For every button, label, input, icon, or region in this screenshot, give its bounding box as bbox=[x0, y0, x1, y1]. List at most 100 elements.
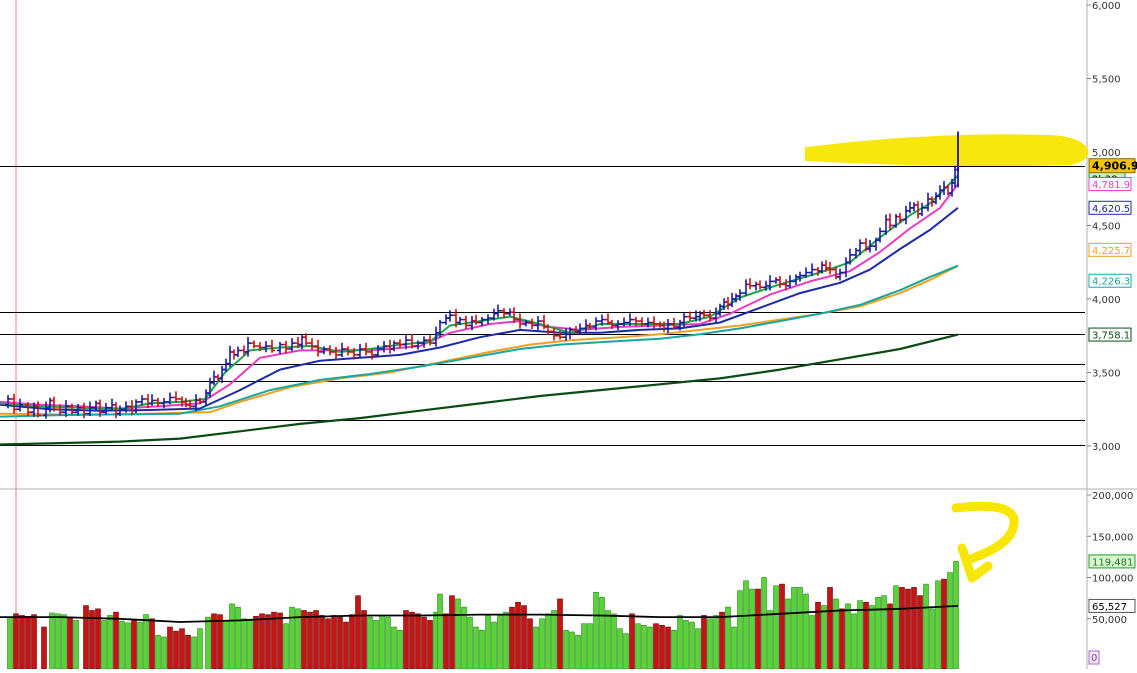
volume-bar[interactable] bbox=[391, 626, 397, 670]
volume-bar[interactable] bbox=[307, 611, 313, 670]
volume-bar[interactable] bbox=[641, 625, 647, 670]
volume-bar[interactable] bbox=[929, 608, 935, 670]
volume-bar[interactable] bbox=[101, 620, 107, 670]
volume-bar[interactable] bbox=[83, 605, 89, 670]
volume-bar[interactable] bbox=[863, 601, 869, 670]
volume-bar[interactable] bbox=[191, 636, 197, 670]
volume-bar[interactable] bbox=[277, 612, 283, 670]
volume-bar[interactable] bbox=[761, 577, 767, 670]
volume-bar[interactable] bbox=[259, 613, 265, 670]
volume-bar[interactable] bbox=[545, 613, 551, 670]
volume-bar[interactable] bbox=[137, 621, 143, 670]
volume-bar[interactable] bbox=[397, 629, 403, 670]
volume-bar[interactable] bbox=[653, 623, 659, 670]
volume-bar[interactable] bbox=[409, 611, 415, 670]
volume-bar[interactable] bbox=[211, 613, 217, 670]
volume-bar[interactable] bbox=[7, 616, 13, 670]
volume-bar[interactable] bbox=[755, 588, 761, 670]
volume-bar[interactable] bbox=[953, 561, 959, 670]
volume-bar[interactable] bbox=[185, 634, 191, 670]
volume-bar[interactable] bbox=[899, 587, 905, 670]
volume-bar[interactable] bbox=[41, 626, 47, 670]
volume-bar[interactable] bbox=[373, 620, 379, 670]
volume-bar[interactable] bbox=[427, 620, 433, 670]
volume-bar[interactable] bbox=[301, 610, 307, 670]
volume-bar[interactable] bbox=[415, 613, 421, 670]
volume-bar[interactable] bbox=[821, 605, 827, 670]
volume-bar[interactable] bbox=[167, 626, 173, 670]
volume-bar[interactable] bbox=[911, 587, 917, 670]
volume-bar[interactable] bbox=[385, 616, 391, 670]
volume-bar[interactable] bbox=[677, 615, 683, 670]
volume-bar[interactable] bbox=[887, 603, 893, 670]
volume-bar[interactable] bbox=[67, 616, 73, 670]
volume-bar[interactable] bbox=[917, 595, 923, 670]
volume-bar[interactable] bbox=[13, 613, 19, 670]
volume-bar[interactable] bbox=[343, 621, 349, 670]
volume-bar[interactable] bbox=[131, 620, 137, 670]
volume-bar[interactable] bbox=[947, 572, 953, 670]
volume-bar[interactable] bbox=[361, 610, 367, 670]
volume-bar[interactable] bbox=[845, 603, 851, 670]
volume-bar[interactable] bbox=[605, 610, 611, 670]
volume-bar[interactable] bbox=[367, 616, 373, 670]
volume-bar[interactable] bbox=[941, 578, 947, 670]
volume-bar[interactable] bbox=[833, 598, 839, 670]
volume-bar[interactable] bbox=[55, 613, 61, 670]
volume-bar[interactable] bbox=[25, 615, 31, 670]
volume-bar[interactable] bbox=[461, 606, 467, 670]
volume-bar[interactable] bbox=[539, 618, 545, 670]
volume-bar[interactable] bbox=[905, 588, 911, 670]
volume-bar[interactable] bbox=[247, 620, 253, 670]
volume-bar[interactable] bbox=[695, 628, 701, 670]
volume-bar[interactable] bbox=[325, 618, 331, 670]
volume-bar[interactable] bbox=[569, 631, 575, 670]
volume-bar[interactable] bbox=[557, 598, 563, 670]
volume-bar[interactable] bbox=[491, 621, 497, 670]
volume-bar[interactable] bbox=[467, 616, 473, 670]
volume-bar[interactable] bbox=[49, 612, 55, 670]
volume-bar[interactable] bbox=[515, 601, 521, 670]
volume-bar[interactable] bbox=[587, 623, 593, 670]
volume-bar[interactable] bbox=[743, 580, 749, 670]
volume-bar[interactable] bbox=[179, 628, 185, 670]
volume-bar[interactable] bbox=[19, 615, 25, 670]
volume-bar[interactable] bbox=[767, 610, 773, 670]
volume-bar[interactable] bbox=[773, 585, 779, 670]
volume-bar[interactable] bbox=[527, 618, 533, 670]
volume-bar[interactable] bbox=[437, 593, 443, 670]
volume-bar[interactable] bbox=[455, 598, 461, 670]
volume-bar[interactable] bbox=[31, 614, 37, 670]
volume-bar[interactable] bbox=[647, 626, 653, 670]
volume-bar[interactable] bbox=[443, 613, 449, 670]
volume-bar[interactable] bbox=[779, 583, 785, 670]
volume-bar[interactable] bbox=[611, 613, 617, 670]
volume-bar[interactable] bbox=[599, 596, 605, 670]
volume-bar[interactable] bbox=[271, 611, 277, 670]
volume-bar[interactable] bbox=[349, 614, 355, 670]
volume-bar[interactable] bbox=[197, 628, 203, 670]
volume-bar[interactable] bbox=[797, 587, 803, 670]
volume-bar[interactable] bbox=[473, 626, 479, 670]
volume-bar[interactable] bbox=[331, 615, 337, 670]
volume-bar[interactable] bbox=[253, 615, 259, 670]
volume-bar[interactable] bbox=[143, 614, 149, 670]
volume-bar[interactable] bbox=[749, 588, 755, 670]
volume-bar[interactable] bbox=[533, 626, 539, 670]
volume-bar[interactable] bbox=[869, 605, 875, 670]
volume-bar[interactable] bbox=[289, 606, 295, 670]
volume-bar[interactable] bbox=[893, 585, 899, 670]
volume-bar[interactable] bbox=[935, 580, 941, 670]
volume-bar[interactable] bbox=[205, 616, 211, 670]
volume-bar[interactable] bbox=[497, 615, 503, 670]
volume-bar[interactable] bbox=[827, 587, 833, 670]
volume-bar[interactable] bbox=[265, 614, 271, 670]
volume-bar[interactable] bbox=[355, 595, 361, 670]
volume-bar[interactable] bbox=[403, 610, 409, 670]
volume-bar[interactable] bbox=[449, 595, 455, 670]
volume-bar[interactable] bbox=[73, 620, 79, 670]
volume-bar[interactable] bbox=[155, 634, 161, 670]
volume-bar[interactable] bbox=[125, 622, 131, 670]
volume-bar[interactable] bbox=[479, 629, 485, 670]
volume-bar[interactable] bbox=[217, 614, 223, 670]
